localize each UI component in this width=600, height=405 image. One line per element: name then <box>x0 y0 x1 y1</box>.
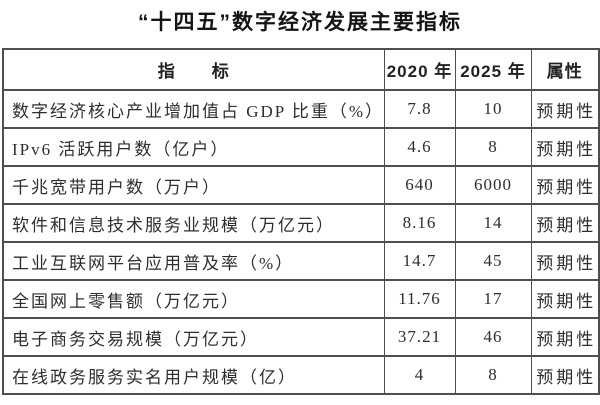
cell-indicator: 数字经济核心产业增加值占 GDP 比重（%） <box>2 89 385 129</box>
cell-2025: 10 <box>454 89 532 129</box>
cell-2020: 8.16 <box>383 203 456 243</box>
cell-2020: 4 <box>383 355 456 395</box>
cell-2025: 17 <box>454 279 532 319</box>
cell-2020: 4.6 <box>383 127 456 167</box>
cell-2020: 37.21 <box>383 317 456 357</box>
table-row: 数字经济核心产业增加值占 GDP 比重（%） 7.8 10 预期性 <box>2 89 600 129</box>
cell-attribute: 预期性 <box>530 355 600 395</box>
cell-2025: 8 <box>454 355 532 395</box>
indicators-table: 指 标 2020 年 2025 年 属性 数字经济核心产业增加值占 GDP 比重… <box>2 48 600 395</box>
cell-attribute: 预期性 <box>530 279 600 319</box>
cell-attribute: 预期性 <box>530 241 600 281</box>
table-row: 工业互联网平台应用普及率（%） 14.7 45 预期性 <box>2 241 600 281</box>
table-row: 全国网上零售额（万亿元） 11.76 17 预期性 <box>2 279 600 319</box>
cell-indicator: 在线政务服务实名用户规模（亿） <box>2 355 385 395</box>
cell-attribute: 预期性 <box>530 89 600 129</box>
page-title: “十四五”数字经济发展主要指标 <box>138 11 462 34</box>
cell-indicator: 全国网上零售额（万亿元） <box>2 279 385 319</box>
cell-indicator: 工业互联网平台应用普及率（%） <box>2 241 385 281</box>
cell-indicator: 电子商务交易规模（万亿元） <box>2 317 385 357</box>
cell-indicator: IPv6 活跃用户数（亿户） <box>2 127 385 167</box>
cell-2025: 46 <box>454 317 532 357</box>
cell-indicator: 软件和信息技术服务业规模（万亿元） <box>2 203 385 243</box>
cell-2020: 640 <box>383 165 456 205</box>
cell-2025: 8 <box>454 127 532 167</box>
cell-attribute: 预期性 <box>530 165 600 205</box>
cell-2020: 14.7 <box>383 241 456 281</box>
table-row: 千兆宽带用户数（万户） 640 6000 预期性 <box>2 165 600 205</box>
cell-indicator: 千兆宽带用户数（万户） <box>2 165 385 205</box>
cell-2025: 45 <box>454 241 532 281</box>
table-row: 软件和信息技术服务业规模（万亿元） 8.16 14 预期性 <box>2 203 600 243</box>
table-row: IPv6 活跃用户数（亿户） 4.6 8 预期性 <box>2 127 600 167</box>
header-2020: 2020 年 <box>383 48 456 91</box>
header-2025: 2025 年 <box>454 48 532 91</box>
cell-attribute: 预期性 <box>530 203 600 243</box>
cell-2020: 11.76 <box>383 279 456 319</box>
cell-2025: 14 <box>454 203 532 243</box>
header-attribute: 属性 <box>530 48 600 91</box>
cell-attribute: 预期性 <box>530 317 600 357</box>
cell-2020: 7.8 <box>383 89 456 129</box>
cell-attribute: 预期性 <box>530 127 600 167</box>
table-row: 电子商务交易规模（万亿元） 37.21 46 预期性 <box>2 317 600 357</box>
table-header-row: 指 标 2020 年 2025 年 属性 <box>2 48 600 91</box>
header-indicator: 指 标 <box>2 48 385 91</box>
table-row: 在线政务服务实名用户规模（亿） 4 8 预期性 <box>2 355 600 395</box>
cell-2025: 6000 <box>454 165 532 205</box>
